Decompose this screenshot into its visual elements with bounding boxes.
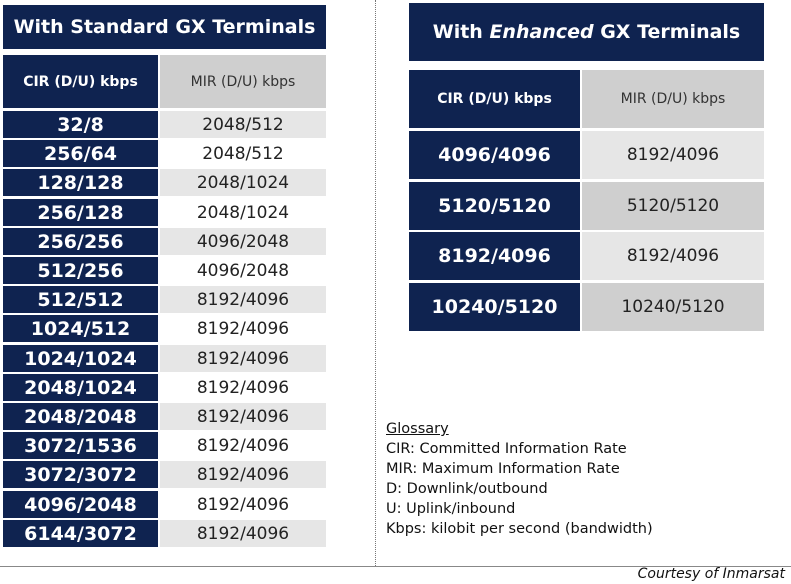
- standard-row-cir: 3072/1536: [3, 432, 158, 459]
- enhanced-title-suffix: GX Terminals: [593, 21, 741, 43]
- glossary-item-downlink: D: Downlink/outbound: [386, 481, 548, 497]
- standard-row-cir: 32/8: [3, 111, 158, 138]
- standard-row-mir: 8192/4096: [160, 286, 326, 313]
- enhanced-title-emphasis: Enhanced: [489, 21, 594, 43]
- glossary-item-kbps: Kbps: kilobit per second (bandwidth): [386, 521, 653, 537]
- enhanced-header-mir: MIR (D/U) kbps: [582, 70, 764, 128]
- standard-row-cir: 512/512: [3, 286, 158, 313]
- standard-header-mir: MIR (D/U) kbps: [160, 55, 326, 108]
- standard-row-cir: 2048/1024: [3, 374, 158, 401]
- standard-row-mir: 8192/4096: [160, 432, 326, 459]
- standard-row-mir: 8192/4096: [160, 491, 326, 518]
- glossary-item-cir: CIR: Committed Information Rate: [386, 441, 627, 457]
- standard-row-cir: 3072/3072: [3, 461, 158, 488]
- standard-row-cir: 1024/512: [3, 315, 158, 342]
- standard-row-cir: 1024/1024: [3, 345, 158, 372]
- enhanced-header-cir: CIR (D/U) kbps: [409, 70, 580, 128]
- column-divider: [375, 0, 376, 566]
- standard-row-cir: 4096/2048: [3, 491, 158, 518]
- enhanced-table-title: With Enhanced GX Terminals: [409, 3, 764, 61]
- enhanced-row-mir: 8192/4096: [582, 232, 764, 280]
- glossary-item-mir: MIR: Maximum Information Rate: [386, 461, 620, 477]
- standard-table-title: With Standard GX Terminals: [3, 5, 326, 49]
- standard-row-cir: 256/256: [3, 228, 158, 255]
- standard-row-cir: 128/128: [3, 169, 158, 196]
- standard-row-mir: 8192/4096: [160, 315, 326, 342]
- standard-row-cir: 6144/3072: [3, 520, 158, 547]
- standard-row-cir: 2048/2048: [3, 403, 158, 430]
- standard-row-cir: 512/256: [3, 257, 158, 284]
- standard-row-mir: 8192/4096: [160, 345, 326, 372]
- enhanced-row-cir: 5120/5120: [409, 182, 580, 230]
- glossary-title: Glossary: [386, 421, 449, 437]
- standard-row-mir: 2048/512: [160, 111, 326, 138]
- enhanced-row-mir: 5120/5120: [582, 182, 764, 230]
- standard-row-cir: 256/64: [3, 140, 158, 167]
- standard-row-mir: 2048/512: [160, 140, 326, 167]
- standard-row-cir: 256/128: [3, 199, 158, 226]
- standard-row-mir: 8192/4096: [160, 520, 326, 547]
- glossary: Glossary CIR: Committed Information Rate…: [386, 419, 653, 539]
- standard-row-mir: 8192/4096: [160, 374, 326, 401]
- enhanced-row-mir: 10240/5120: [582, 283, 764, 331]
- standard-row-mir: 8192/4096: [160, 461, 326, 488]
- enhanced-row-mir: 8192/4096: [582, 131, 764, 179]
- courtesy-credit: Courtesy of Inmarsat: [637, 566, 785, 582]
- footer-rule: [0, 566, 791, 567]
- enhanced-title-prefix: With: [432, 21, 490, 43]
- standard-row-mir: 2048/1024: [160, 169, 326, 196]
- enhanced-row-cir: 8192/4096: [409, 232, 580, 280]
- enhanced-row-cir: 10240/5120: [409, 283, 580, 331]
- enhanced-row-cir: 4096/4096: [409, 131, 580, 179]
- standard-row-mir: 4096/2048: [160, 257, 326, 284]
- glossary-item-uplink: U: Uplink/inbound: [386, 501, 516, 517]
- standard-row-mir: 2048/1024: [160, 199, 326, 226]
- standard-row-mir: 4096/2048: [160, 228, 326, 255]
- standard-row-mir: 8192/4096: [160, 403, 326, 430]
- standard-header-cir: CIR (D/U) kbps: [3, 55, 158, 108]
